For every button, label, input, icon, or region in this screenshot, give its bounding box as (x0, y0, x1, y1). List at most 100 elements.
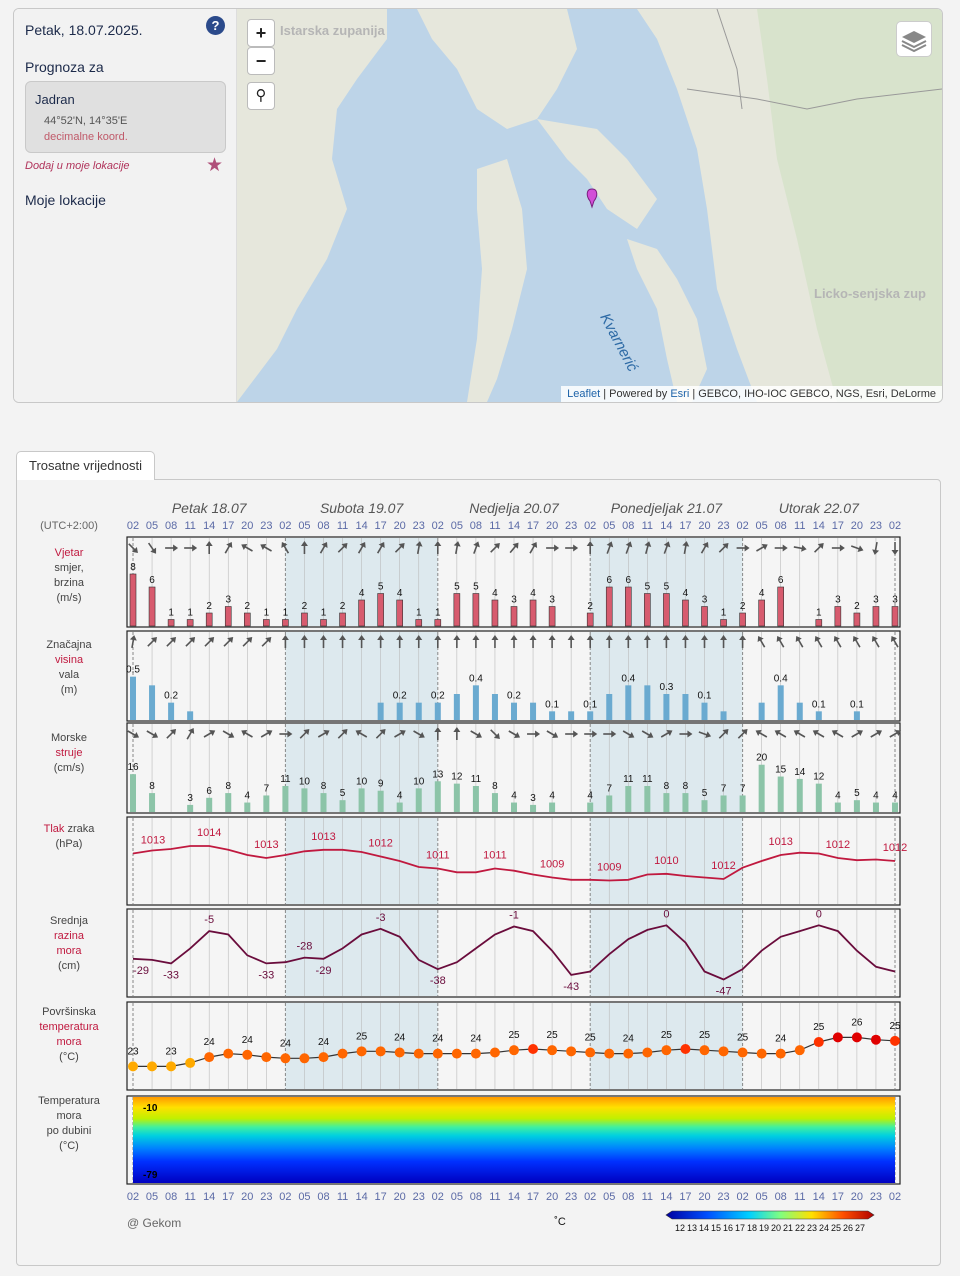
currents-bar (739, 795, 746, 812)
wind-bar (129, 573, 137, 627)
wind-direction-arrow-head (453, 541, 461, 547)
waves-bar (491, 694, 498, 720)
waves-bar (434, 702, 441, 720)
sst-point (299, 1053, 310, 1064)
help-icon[interactable]: ? (206, 16, 225, 35)
wind-direction-arrow-head (682, 541, 690, 547)
waves-direction-arrow-head (701, 635, 708, 640)
waves-value-label: 0.1 (698, 691, 712, 702)
waves-direction-arrow-head (605, 635, 613, 640)
layers-glyph (901, 31, 927, 53)
wind-direction-arrow (509, 542, 519, 554)
currents-value-label: 8 (683, 781, 689, 792)
wind-value-label: 6 (778, 575, 784, 586)
currents-bar (892, 802, 898, 812)
wind-axis-label: smjer, (54, 562, 83, 574)
sst-point (813, 1037, 824, 1048)
hour-label-top: 11 (337, 520, 348, 532)
currents-bar (815, 783, 822, 812)
location-card[interactable]: Jadran 44°52'N, 14°35'E decimalne koord. (25, 81, 226, 153)
wind-value-label: 3 (873, 595, 879, 606)
hour-label-bottom: 11 (642, 1191, 653, 1203)
hour-label-bottom: 11 (489, 1191, 500, 1203)
wind-value-label: 1 (721, 608, 727, 619)
wind-value-label: 4 (683, 588, 689, 599)
currents-direction-arrow-head (875, 729, 883, 737)
currents-direction-arrow (222, 730, 235, 739)
currents-direction-arrow-head (647, 731, 654, 739)
currents-direction-arrow-head (611, 730, 617, 738)
sst-value-label: 24 (623, 1034, 635, 1045)
currents-value-label: 4 (873, 791, 879, 802)
currents-value-label: 12 (813, 772, 825, 783)
waves-bar (396, 702, 403, 720)
scale-tick-label: 14 (699, 1223, 709, 1233)
hour-label-top: 14 (355, 520, 367, 532)
currents-direction-arrow-head (513, 731, 521, 739)
currents-direction-arrow-head (418, 731, 425, 739)
hour-label-top: 17 (832, 520, 844, 532)
wind-value-label: 6 (606, 575, 612, 586)
hour-label-bottom: 02 (279, 1191, 291, 1203)
scale-tick-label: 12 (675, 1223, 685, 1233)
wind-direction-arrow-head (260, 543, 267, 551)
currents-bar (320, 793, 327, 812)
hour-label-bottom: 05 (756, 1191, 768, 1203)
krk-island (537, 119, 657, 229)
currents-direction-arrow (166, 729, 177, 739)
wind-direction-arrow (546, 544, 560, 552)
layers-icon[interactable] (896, 21, 932, 57)
location-marker-icon[interactable] (586, 188, 598, 209)
sst-value-label: 26 (851, 1017, 863, 1028)
currents-direction-arrow (203, 729, 216, 738)
sst-value-label: 25 (699, 1030, 711, 1041)
gekom-credit: @ Gekom (127, 1216, 181, 1230)
waves-direction-arrow-head (396, 635, 404, 640)
waves-bar (796, 702, 803, 720)
map-search-icon[interactable]: ⚲ (247, 82, 275, 110)
wind-bar (682, 599, 689, 627)
add-to-my-locations-link[interactable]: Dodaj u moje lokacije (25, 160, 130, 172)
currents-value-label: 4 (892, 791, 898, 802)
map[interactable]: + − ⚲ Istarska zupanija Licko-senjska zu… (237, 9, 942, 402)
wind-bar (510, 606, 518, 627)
wind-direction-arrow (260, 543, 272, 552)
sst-value-label: 23 (127, 1046, 139, 1057)
favorite-star-icon[interactable]: ★ (206, 155, 224, 176)
zoom-in-button[interactable]: + (247, 19, 275, 47)
currents-direction-arrow-head (831, 729, 838, 737)
hour-label-top: 08 (470, 520, 482, 532)
waves-value-label: 0.2 (507, 691, 521, 702)
wind-direction-arrow (831, 544, 845, 552)
wind-axis-label: Vjetar (55, 547, 84, 559)
scale-tick-label: 23 (807, 1223, 817, 1233)
waves-direction-arrow-head (890, 635, 898, 643)
currents-direction-arrow-head (741, 729, 748, 736)
wind-direction-arrow (434, 541, 442, 554)
coord-mode-link[interactable]: decimalne koord. (44, 131, 128, 143)
currents-direction-arrow (241, 729, 253, 738)
currents-direction-arrow-head (209, 729, 216, 737)
map-attribution: Leaflet | Powered by Esri | GEBCO, IHO-I… (561, 386, 942, 402)
my-locations-heading[interactable]: Moje lokacije (25, 192, 106, 208)
esri-link[interactable]: Esri (670, 388, 690, 400)
currents-direction-arrow (812, 729, 825, 738)
hour-label-top: 02 (279, 520, 291, 532)
tab-3h-values[interactable]: Trosatne vrijednosti (16, 451, 155, 480)
zoom-out-button[interactable]: − (247, 47, 275, 75)
depth-temp-axis-label: Temperatura (38, 1095, 101, 1107)
waves-direction-arrow-head (227, 637, 234, 644)
currents-value-label: 8 (664, 781, 670, 792)
hour-label-top: 08 (317, 520, 329, 532)
leaflet-link[interactable]: Leaflet (567, 388, 601, 400)
wind-bar (739, 612, 746, 627)
waves-direction-arrow (339, 635, 347, 648)
currents-bar (453, 783, 460, 812)
waves-direction-arrow (453, 635, 461, 648)
wind-axis-label: brzina (54, 577, 85, 589)
hour-label-bottom: 14 (508, 1191, 520, 1203)
currents-direction-arrow-head (628, 731, 635, 739)
currents-value-label: 11 (623, 774, 634, 785)
currents-value-label: 11 (471, 774, 482, 785)
currents-value-label: 5 (340, 788, 346, 799)
